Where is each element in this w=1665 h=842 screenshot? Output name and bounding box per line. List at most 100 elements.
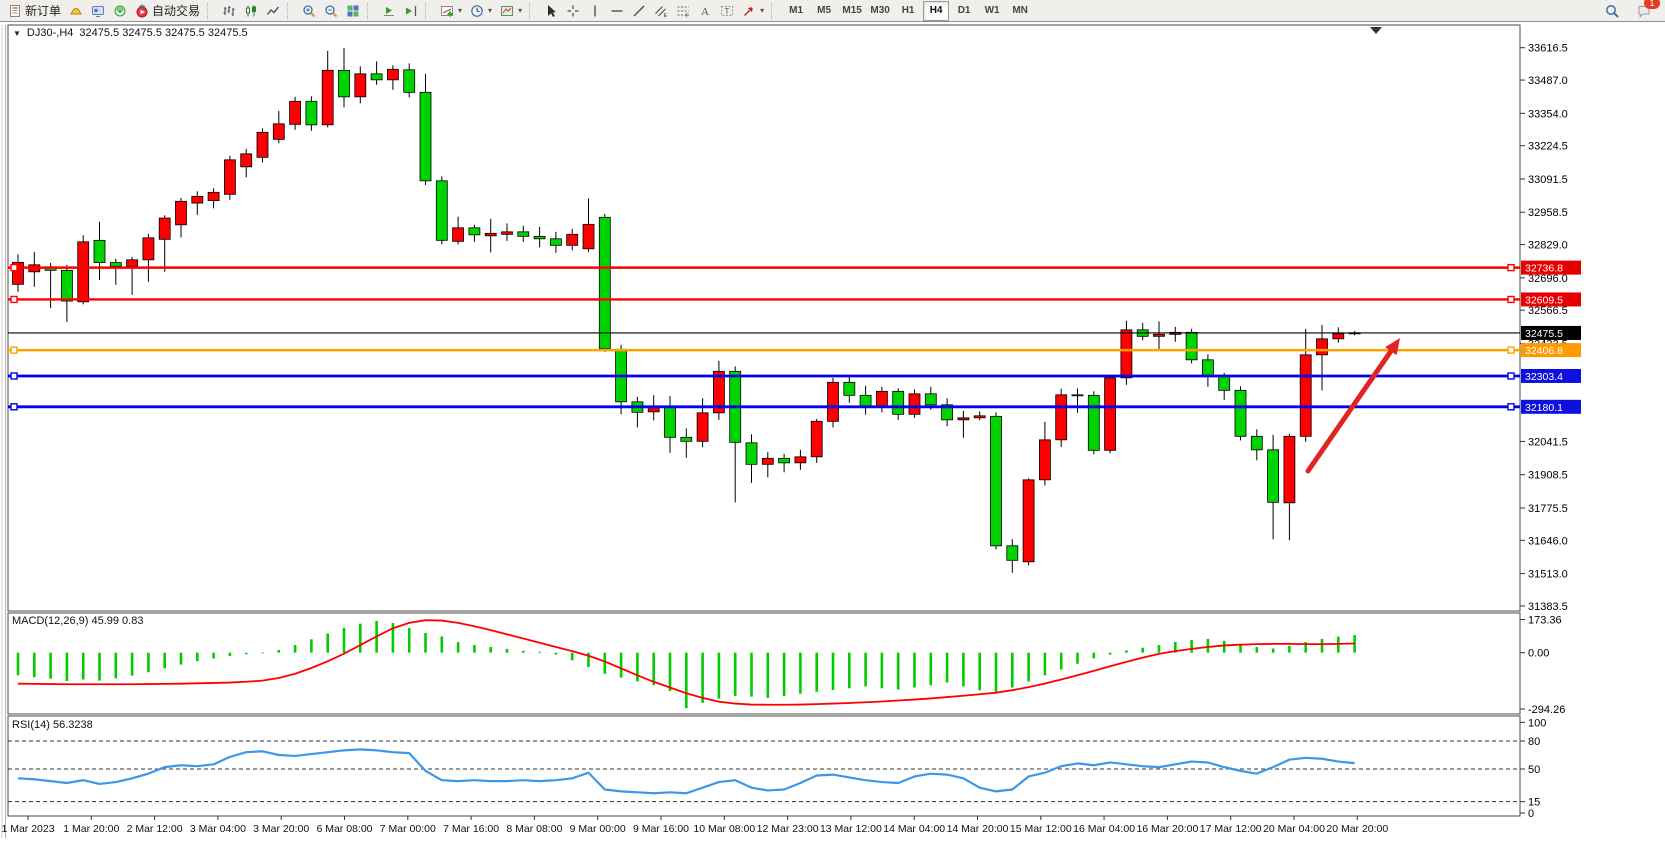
toolbar-separator xyxy=(425,2,433,19)
svg-text:173.36: 173.36 xyxy=(1528,615,1562,627)
rsi-panel[interactable] xyxy=(7,715,1521,817)
auto-trading-button[interactable]: 自动交易 xyxy=(131,0,204,22)
svg-text:31383.5: 31383.5 xyxy=(1528,601,1568,613)
svg-text:32303.4: 32303.4 xyxy=(1525,371,1563,383)
timeframe-mn-button[interactable]: MN xyxy=(1012,4,1028,16)
auto-trading-icon xyxy=(135,3,149,18)
svg-text:13 Mar 12:00: 13 Mar 12:00 xyxy=(820,823,882,835)
candlestick-button[interactable] xyxy=(240,0,262,22)
svg-text:0.00: 0.00 xyxy=(1528,648,1549,660)
crosshair-icon xyxy=(566,4,580,18)
notification-count-badge: 1 xyxy=(1644,0,1660,9)
bar-chart-button[interactable] xyxy=(218,0,240,22)
svg-text:32041.5: 32041.5 xyxy=(1528,436,1568,448)
tile-windows-button[interactable] xyxy=(342,0,364,22)
chart-shift-marker[interactable] xyxy=(1370,27,1382,34)
horizontal-line-button[interactable] xyxy=(606,0,628,22)
trendline-button[interactable] xyxy=(628,0,650,22)
shapes-button[interactable]: ▾ xyxy=(738,0,768,22)
svg-text:31646.0: 31646.0 xyxy=(1528,535,1568,547)
svg-text:1 Mar 20:00: 1 Mar 20:00 xyxy=(63,823,119,835)
timeframe-m15-button[interactable]: M15 xyxy=(842,4,862,16)
timeframe-h4-button[interactable]: H4 xyxy=(923,0,950,21)
trend-arrow-annotation[interactable] xyxy=(1305,338,1400,474)
svg-text:E: E xyxy=(664,13,668,18)
text-button[interactable]: A xyxy=(694,0,716,22)
crosshair-button[interactable] xyxy=(562,0,584,22)
chart-title: ▼ DJ30-,H4 32475.5 32475.5 32475.5 32475… xyxy=(13,27,248,39)
timeframe-m5-button[interactable]: M5 xyxy=(817,4,832,16)
chevron-down-icon[interactable]: ▼ xyxy=(13,28,21,38)
fibonacci-button[interactable]: F xyxy=(672,0,694,22)
auto-scroll-icon xyxy=(382,4,396,18)
toolbar-separator xyxy=(771,2,779,19)
toolbar-separator xyxy=(287,2,295,19)
toolbar-separator xyxy=(207,2,215,19)
chevron-down-icon[interactable]: ▾ xyxy=(518,6,523,15)
period-button[interactable]: ▾ xyxy=(466,0,496,22)
vertical-line-button[interactable] xyxy=(584,0,606,22)
cursor-button[interactable] xyxy=(540,0,562,22)
text-label-button[interactable]: T xyxy=(716,0,738,22)
svg-text:32406.8: 32406.8 xyxy=(1525,345,1563,357)
new-order-icon xyxy=(8,4,22,18)
zoom-out-button[interactable] xyxy=(320,0,342,22)
shapes-icon xyxy=(742,4,756,18)
new-order-label: 新订单 xyxy=(25,4,62,18)
zoom-in-button[interactable] xyxy=(298,0,320,22)
bar-chart-icon xyxy=(222,4,236,18)
macd-plot: 173.36 0.00 -294.26 xyxy=(16,615,1565,716)
navigator-button[interactable] xyxy=(109,0,131,22)
svg-text:10 Mar 08:00: 10 Mar 08:00 xyxy=(693,823,755,835)
template-icon xyxy=(500,4,514,18)
text-label-icon: T xyxy=(720,4,734,18)
macd-indicator-label: MACD(12,26,9) 45.99 0.83 xyxy=(12,615,144,627)
search-button[interactable] xyxy=(1601,0,1623,22)
price-scale[interactable]: 33616.5 33487.0 33354.0 33224.5 33091.5 32958… xyxy=(1520,43,1581,613)
svg-text:32958.5: 32958.5 xyxy=(1528,207,1568,219)
macd-panel[interactable] xyxy=(7,612,1521,715)
timeframe-m1-button[interactable]: M1 xyxy=(789,4,804,16)
svg-text:15 Mar 12:00: 15 Mar 12:00 xyxy=(1010,823,1072,835)
svg-text:3 Mar 20:00: 3 Mar 20:00 xyxy=(253,823,309,835)
auto-scroll-button[interactable] xyxy=(378,0,400,22)
chart-window[interactable]: 33616.5 33487.0 33354.0 33224.5 33091.5 32958… xyxy=(0,22,1665,842)
template-button[interactable]: ▾ xyxy=(496,0,526,22)
svg-text:7 Mar 00:00: 7 Mar 00:00 xyxy=(380,823,436,835)
period-icon xyxy=(470,4,484,18)
chevron-down-icon[interactable]: ▾ xyxy=(488,6,493,15)
svg-text:32829.0: 32829.0 xyxy=(1528,240,1568,252)
line-chart-icon xyxy=(266,4,280,18)
chart-shift-button[interactable] xyxy=(400,0,422,22)
indicators-button[interactable]: ▾ xyxy=(436,0,466,22)
svg-text:31908.5: 31908.5 xyxy=(1528,470,1568,482)
svg-text:32566.5: 32566.5 xyxy=(1528,305,1568,317)
zoom-in-icon xyxy=(302,4,316,18)
notifications-button[interactable]: 1 xyxy=(1633,0,1660,22)
main-chart-panel[interactable] xyxy=(7,24,1521,612)
chart-shift-icon xyxy=(404,4,418,18)
line-chart-button[interactable] xyxy=(262,0,284,22)
svg-text:33616.5: 33616.5 xyxy=(1528,43,1568,55)
timeframe-w1-button[interactable]: W1 xyxy=(984,4,1000,16)
timeframe-m30-button[interactable]: M30 xyxy=(870,4,890,16)
svg-text:8 Mar 08:00: 8 Mar 08:00 xyxy=(506,823,562,835)
svg-text:0: 0 xyxy=(1528,808,1534,820)
tile-windows-icon xyxy=(346,4,360,18)
candlestick-icon xyxy=(244,4,258,18)
svg-text:3 Mar 04:00: 3 Mar 04:00 xyxy=(190,823,246,835)
chart-canvas[interactable]: 33616.5 33487.0 33354.0 33224.5 33091.5 32958… xyxy=(0,22,1665,842)
chevron-down-icon[interactable]: ▾ xyxy=(760,6,765,15)
timeframe-d1-button[interactable]: D1 xyxy=(957,4,971,16)
time-scale[interactable]: 1 Mar 2023 1 Mar 20:00 2 Mar 12:00 3 Mar 04… xyxy=(1,816,1388,835)
chevron-down-icon[interactable]: ▾ xyxy=(458,6,463,15)
gold-button[interactable] xyxy=(65,0,87,22)
svg-text:33091.5: 33091.5 xyxy=(1528,174,1568,186)
svg-text:-294.26: -294.26 xyxy=(1528,704,1565,716)
svg-text:32736.8: 32736.8 xyxy=(1525,263,1563,275)
channel-button[interactable]: E xyxy=(650,0,672,22)
market-watch-button[interactable] xyxy=(87,0,109,22)
svg-text:14 Mar 04:00: 14 Mar 04:00 xyxy=(883,823,945,835)
timeframe-h1-button[interactable]: H1 xyxy=(901,4,915,16)
new-order-button[interactable]: 新订单 xyxy=(4,0,65,22)
